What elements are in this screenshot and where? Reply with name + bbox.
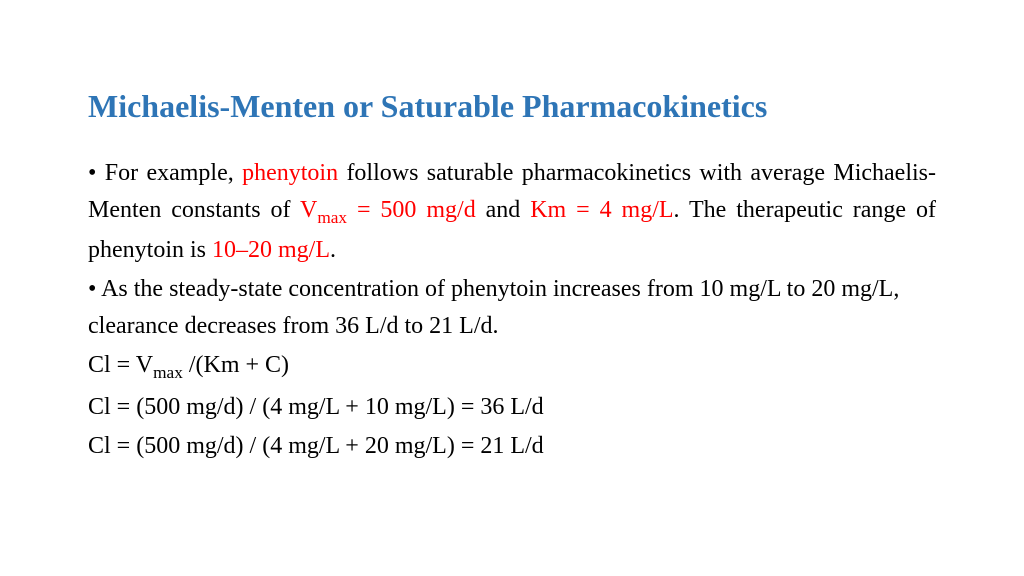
highlight-vmax: Vmax = 500 mg/d bbox=[300, 197, 476, 223]
text: /(Km + C) bbox=[183, 352, 289, 378]
paragraph-1: • For example, phenytoin follows saturab… bbox=[88, 155, 936, 269]
text: Cl = V bbox=[88, 352, 153, 378]
highlight-range: 10–20 mg/L bbox=[212, 237, 330, 263]
equation-calc-2: Cl = (500 mg/d) / (4 mg/L + 20 mg/L) = 2… bbox=[88, 428, 936, 465]
text: and bbox=[476, 197, 531, 223]
text: • For example, bbox=[88, 160, 242, 186]
slide-body: • For example, phenytoin follows saturab… bbox=[88, 155, 936, 465]
equation-calc-1: Cl = (500 mg/d) / (4 mg/L + 10 mg/L) = 3… bbox=[88, 389, 936, 426]
highlight-km: Km = 4 mg/L bbox=[530, 197, 673, 223]
slide-content: Michaelis-Menten or Saturable Pharmacoki… bbox=[0, 0, 1024, 465]
text: V bbox=[300, 197, 317, 223]
text: . bbox=[330, 237, 336, 263]
text: = 500 mg/d bbox=[347, 197, 476, 223]
highlight-phenytoin: phenytoin bbox=[242, 160, 338, 186]
subscript: max bbox=[317, 208, 347, 227]
equation-general: Cl = Vmax /(Km + C) bbox=[88, 347, 936, 387]
subscript: max bbox=[153, 363, 183, 382]
slide-title: Michaelis-Menten or Saturable Pharmacoki… bbox=[88, 88, 936, 125]
paragraph-2: • As the steady-state concentration of p… bbox=[88, 271, 936, 345]
